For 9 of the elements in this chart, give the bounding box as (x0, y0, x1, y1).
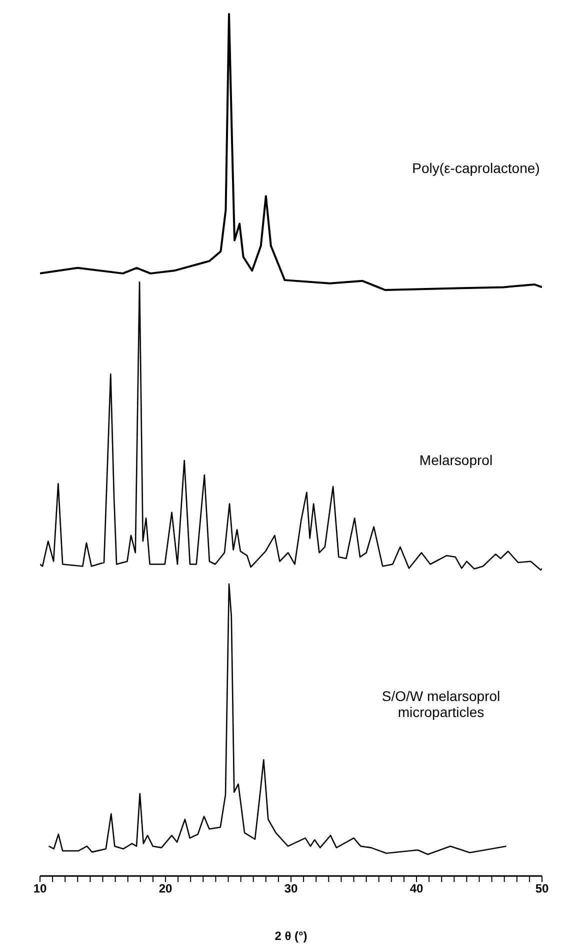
x-axis-title: 2 θ (°) (274, 929, 308, 943)
x-tick-label: 20 (158, 882, 172, 896)
text: S/O/W melarsoprol microparticles (380, 688, 502, 720)
x-tick-label: 30 (284, 882, 298, 896)
text: Poly(ε-caprolactone) (411, 160, 541, 176)
x-tick-label: 40 (410, 882, 424, 896)
x-tick-label: 10 (33, 882, 47, 896)
x-tick-label: 50 (535, 882, 549, 896)
text: Melarsoprol (418, 452, 494, 468)
